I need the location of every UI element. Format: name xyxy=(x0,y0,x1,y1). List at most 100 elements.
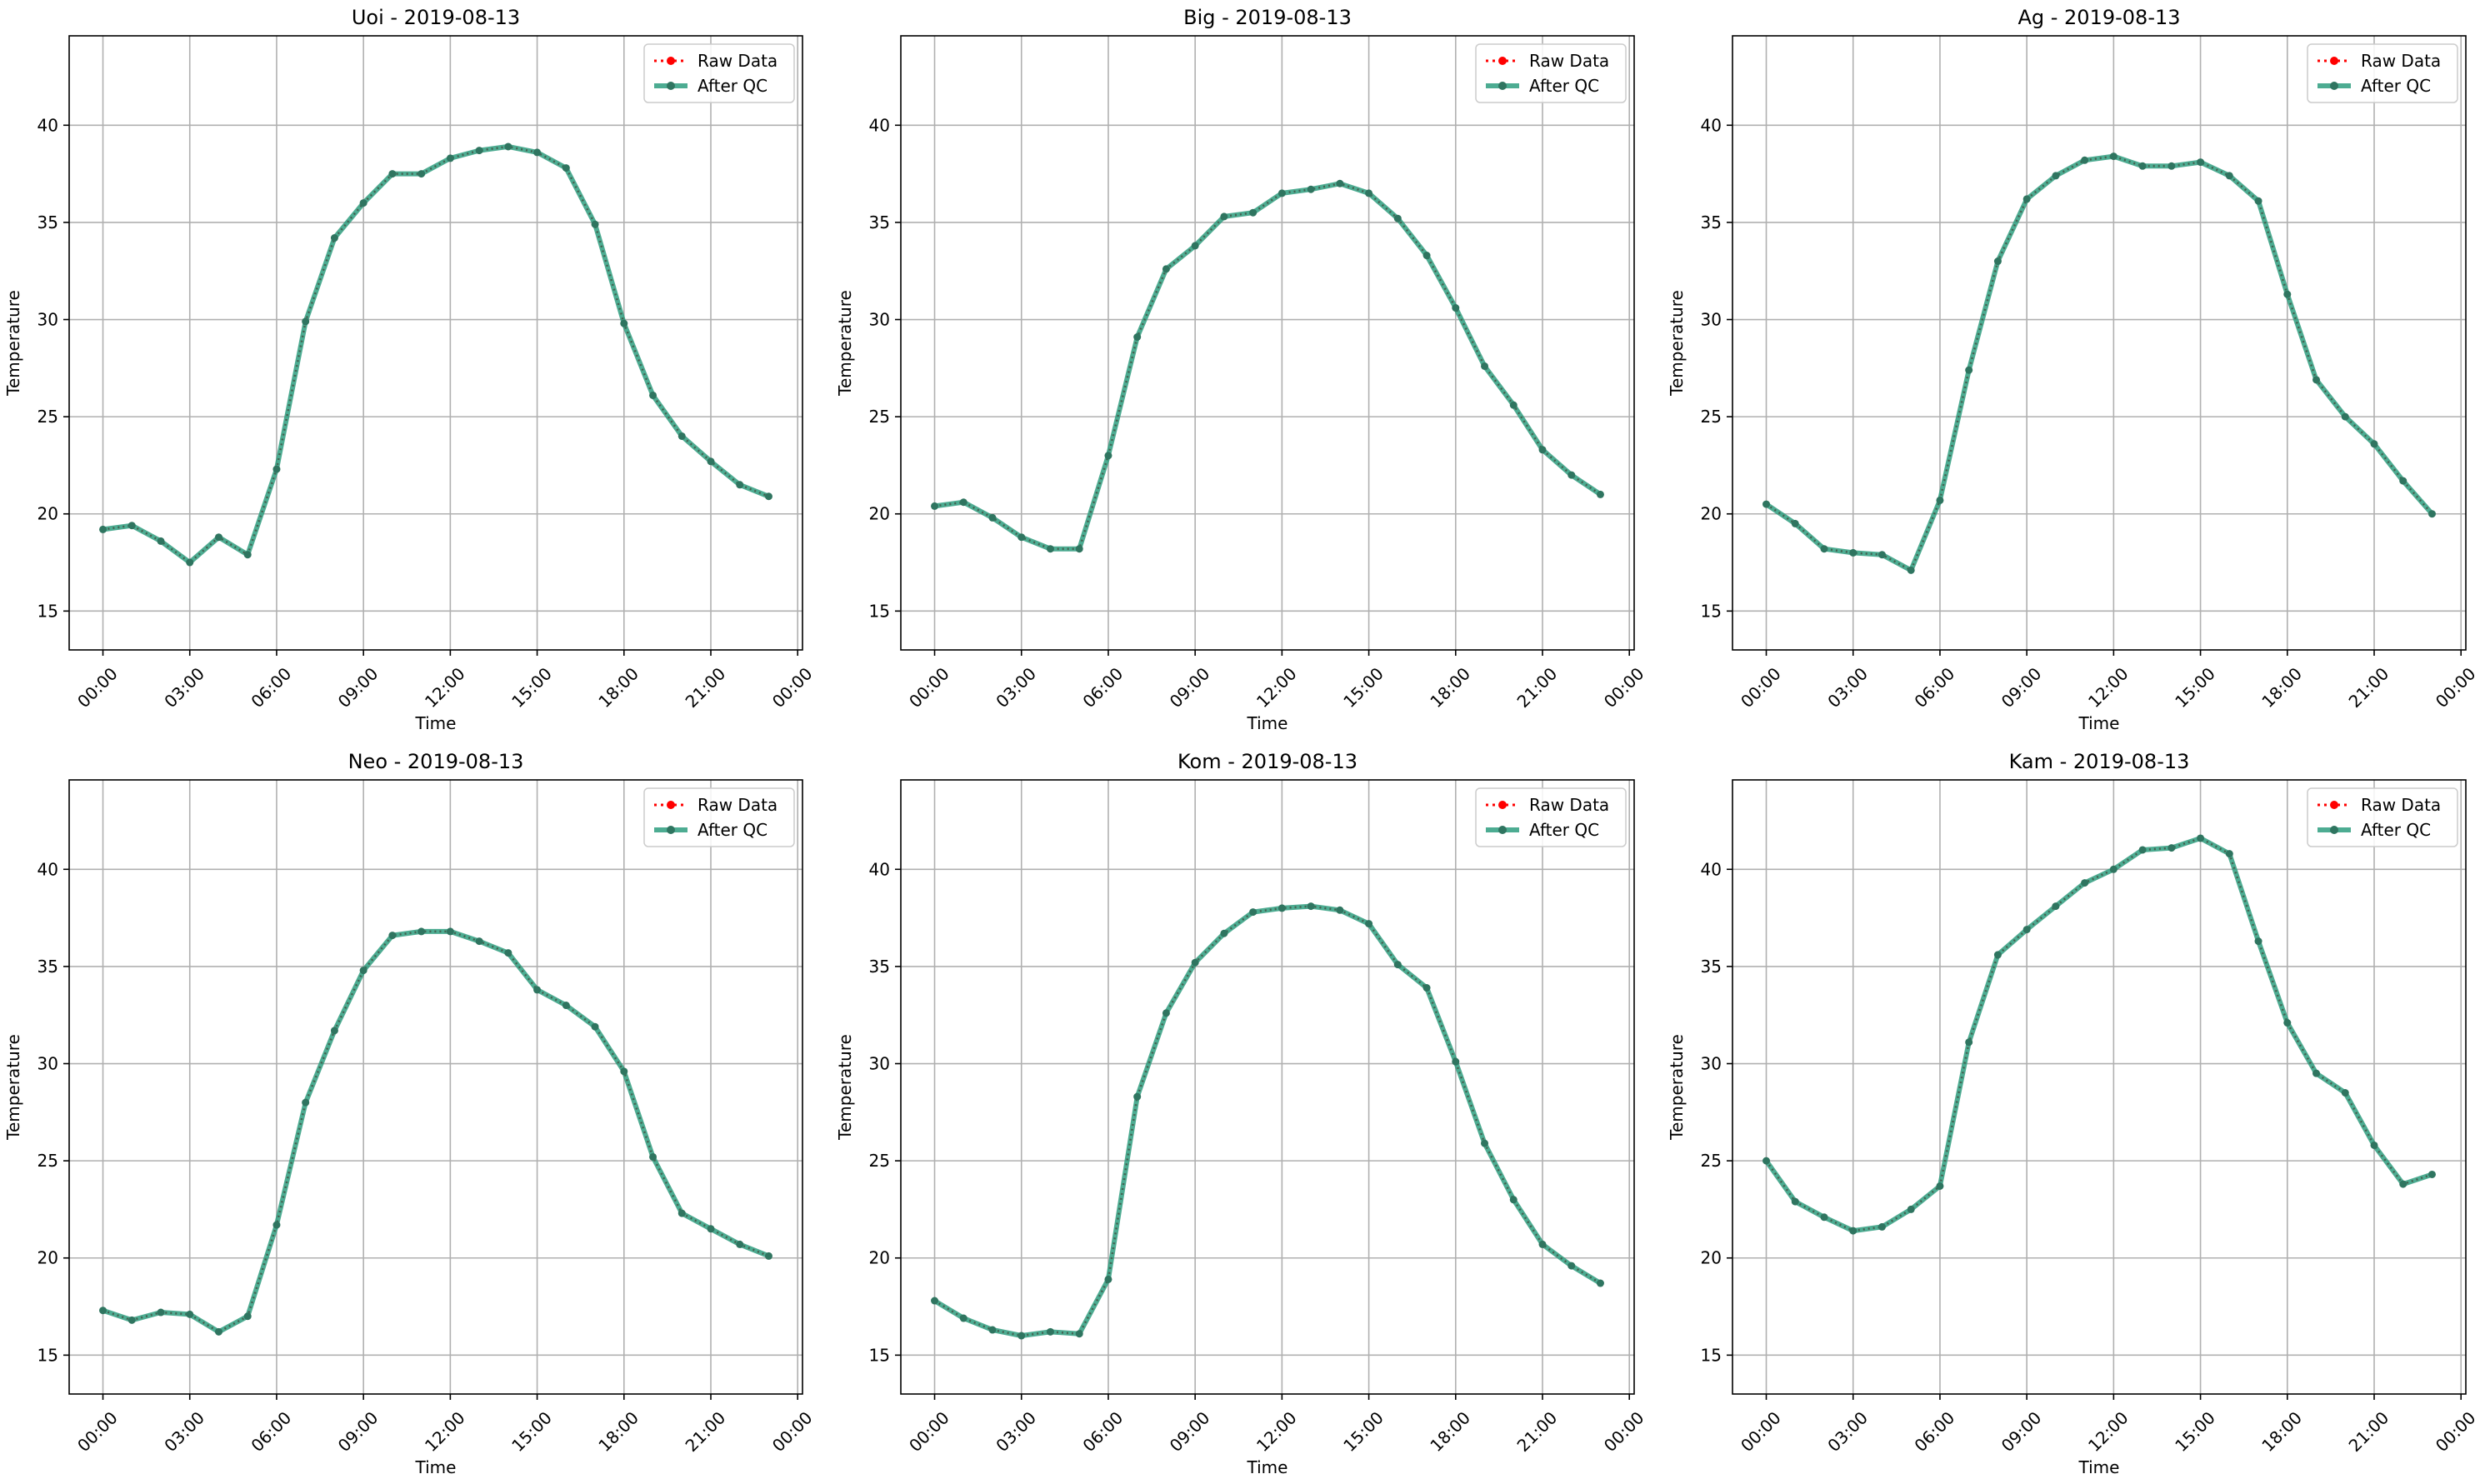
data-point-after-qc xyxy=(157,537,165,545)
data-point-after-qc xyxy=(99,1307,108,1315)
y-tick-label: 25 xyxy=(869,1151,890,1171)
legend-marker-raw-data xyxy=(2330,801,2338,809)
y-tick-label: 40 xyxy=(1701,859,1722,879)
y-tick-label: 30 xyxy=(38,1054,58,1074)
series-line-after-qc xyxy=(1764,153,2434,573)
data-point-after-qc xyxy=(2428,1170,2436,1178)
x-tick-label: 21:00 xyxy=(1513,663,1562,712)
x-tick-label: 03:00 xyxy=(992,663,1040,712)
y-tick-label: 30 xyxy=(1701,1054,1722,1074)
x-tick-label: 18:00 xyxy=(594,663,642,712)
data-point-after-qc xyxy=(1336,906,1344,914)
data-point-after-qc xyxy=(388,170,397,178)
x-axis-label: Time xyxy=(2078,1457,2120,1477)
data-point-after-qc xyxy=(1191,242,1199,250)
x-tick-label: 15:00 xyxy=(508,1407,556,1456)
data-point-after-qc xyxy=(2197,834,2205,842)
y-axis-label: Temperature xyxy=(1667,290,1687,397)
data-point-after-qc xyxy=(214,533,222,542)
x-tick-label: 18:00 xyxy=(1426,1407,1474,1456)
data-point-after-qc xyxy=(1365,920,1373,928)
x-tick-label: 00:00 xyxy=(905,1407,953,1456)
data-point-after-qc xyxy=(1878,551,1886,559)
x-tick-label: 00:00 xyxy=(768,663,817,712)
data-point-after-qc xyxy=(678,432,686,440)
legend-marker-raw-data xyxy=(667,57,675,65)
y-tick-label: 15 xyxy=(869,601,890,621)
data-point-after-qc xyxy=(620,1067,628,1076)
data-point-after-qc xyxy=(1075,545,1083,553)
y-tick-label: 35 xyxy=(1701,212,1722,232)
data-point-after-qc xyxy=(1538,446,1547,454)
data-point-after-qc xyxy=(2081,156,2089,164)
data-point-after-qc xyxy=(2312,1069,2321,1077)
legend-marker-raw-data xyxy=(1498,801,1507,809)
data-point-after-qc xyxy=(707,1225,715,1233)
legend-marker-after-qc xyxy=(2330,826,2338,834)
series-line-after-qc xyxy=(1764,836,2433,1234)
data-point-after-qc xyxy=(1393,214,1402,222)
subplot-title: Uoi - 2019-08-13 xyxy=(352,6,520,29)
y-tick-label: 40 xyxy=(38,859,58,879)
x-tick-label: 21:00 xyxy=(682,663,730,712)
data-point-after-qc xyxy=(1481,362,1489,370)
subplot-title: Kam - 2019-08-13 xyxy=(2009,750,2190,773)
data-point-after-qc xyxy=(2341,412,2349,421)
y-tick-label: 30 xyxy=(1701,310,1722,330)
data-point-after-qc xyxy=(2312,376,2321,384)
data-point-after-qc xyxy=(1965,1038,1973,1047)
data-point-after-qc xyxy=(330,234,338,242)
data-point-after-qc xyxy=(2225,850,2233,858)
data-point-after-qc xyxy=(1907,566,1915,574)
data-point-after-qc xyxy=(2052,172,2060,180)
data-point-after-qc xyxy=(504,142,512,151)
data-point-after-qc xyxy=(649,391,658,399)
axes-frame xyxy=(1732,779,2467,1395)
data-point-after-qc xyxy=(1509,1196,1518,1204)
data-point-after-qc xyxy=(1568,471,1576,479)
x-tick-label: 09:00 xyxy=(1998,1407,2046,1456)
subplot-title: Kom - 2019-08-13 xyxy=(1178,750,1358,773)
data-point-after-qc xyxy=(1393,961,1402,969)
data-point-after-qc xyxy=(2370,440,2378,448)
x-axis-label: Time xyxy=(1247,713,1288,733)
data-point-after-qc xyxy=(1820,545,1828,553)
data-point-after-qc xyxy=(475,937,483,946)
x-tick-label: 12:00 xyxy=(421,1407,469,1456)
x-tick-label: 00:00 xyxy=(905,663,953,712)
x-tick-label: 18:00 xyxy=(594,1407,642,1456)
x-tick-label: 12:00 xyxy=(421,663,469,712)
y-tick-label: 35 xyxy=(1701,957,1722,977)
x-tick-label: 06:00 xyxy=(248,663,296,712)
x-tick-label: 12:00 xyxy=(2084,663,2132,712)
data-point-after-qc xyxy=(418,927,426,936)
x-axis-label: Time xyxy=(415,1457,457,1477)
x-tick-label: 15:00 xyxy=(2171,663,2219,712)
data-point-after-qc xyxy=(2168,162,2176,170)
data-point-after-qc xyxy=(959,1314,968,1322)
data-point-after-qc xyxy=(1278,189,1286,197)
data-point-after-qc xyxy=(2428,510,2436,518)
data-point-after-qc xyxy=(1365,189,1373,197)
data-point-after-qc xyxy=(1791,1197,1799,1206)
y-tick-label: 25 xyxy=(869,407,890,427)
subplot-3: 15 20 25 30 35 40 00:00 03:00 06:00 09:00 12:00 15:… xyxy=(1667,6,2479,733)
data-point-after-qc xyxy=(2138,162,2147,170)
data-point-after-qc xyxy=(128,1316,136,1324)
y-tick-label: 35 xyxy=(869,957,890,977)
data-point-after-qc xyxy=(562,164,570,172)
y-tick-label: 40 xyxy=(869,115,890,135)
data-point-after-qc xyxy=(359,967,368,975)
data-point-after-qc xyxy=(1220,212,1228,221)
data-point-after-qc xyxy=(475,147,483,155)
data-point-after-qc xyxy=(388,932,397,940)
data-point-after-qc xyxy=(359,199,368,207)
y-tick-label: 25 xyxy=(1701,407,1722,427)
x-tick-label: 00:00 xyxy=(2432,663,2480,712)
y-tick-label: 30 xyxy=(38,310,58,330)
legend-label-after-qc: After QC xyxy=(2361,820,2431,840)
data-point-after-qc xyxy=(2109,152,2118,161)
subplot-6: 15 20 25 30 35 40 00:00 03:00 06:00 09:00 12:00 15:… xyxy=(1667,750,2479,1477)
data-point-after-qc xyxy=(988,1326,997,1334)
